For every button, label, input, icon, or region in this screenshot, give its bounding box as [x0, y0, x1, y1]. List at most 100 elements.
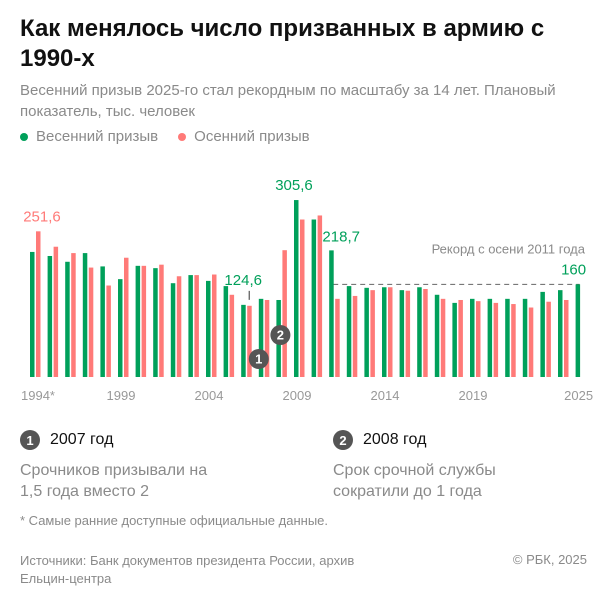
autumn-bar — [229, 294, 235, 377]
autumn-bar — [458, 299, 463, 377]
x-tick-label: 2009 — [283, 388, 312, 403]
spring-bar — [470, 298, 475, 377]
autumn-bar — [36, 231, 41, 377]
autumn-bar — [53, 246, 59, 377]
autumn-bar — [423, 288, 428, 377]
autumn-bar — [440, 298, 446, 377]
autumn-bar — [247, 305, 252, 377]
spring-bar — [540, 291, 545, 377]
spring-bar — [135, 265, 141, 377]
autumn-bar — [476, 301, 481, 377]
spring-bar — [241, 304, 246, 377]
copyright: © РБК, 2025 — [512, 552, 587, 567]
autumn-bar — [124, 257, 129, 377]
spring-bar — [522, 298, 528, 377]
spring-bar — [452, 302, 457, 377]
footnote: * Самые ранние доступные официальные дан… — [20, 513, 329, 528]
autumn-bar — [71, 253, 76, 377]
data-label: 160 — [561, 261, 586, 278]
data-label: 251,6 — [23, 208, 61, 225]
autumn-bar — [370, 290, 375, 377]
autumn-bar — [388, 287, 393, 377]
autumn-bar — [88, 267, 94, 377]
spring-bar — [311, 219, 317, 377]
x-tick-label: 2014 — [371, 388, 400, 403]
bar-chart: Рекорд с осени 2011 года 251,6 124,6 305,6 2… — [21, 177, 593, 403]
note-text: Срочников призывали на 1,5 года вместо 2 — [20, 462, 208, 500]
marker-2-icon — [270, 325, 291, 345]
spring-bar — [100, 266, 105, 377]
autumn-bar — [405, 290, 411, 377]
autumn-bar — [300, 219, 305, 377]
legend-autumn: Осенний призыв — [178, 128, 310, 145]
spring-bar — [65, 261, 70, 377]
reference-label: Рекорд с осени 2011 года — [432, 241, 586, 256]
spring-bar — [329, 250, 334, 377]
marker-label: 1 — [255, 352, 262, 367]
autumn-bar — [546, 301, 551, 377]
x-tick-label: 1999 — [107, 388, 136, 403]
autumn-bar — [511, 304, 516, 377]
legend-spring-label: Весенний призыв — [36, 128, 159, 145]
data-label: 124,6 — [224, 272, 262, 289]
spring-bar — [206, 280, 211, 377]
marker-label: 2 — [277, 328, 284, 343]
data-label: 218,7 — [322, 228, 360, 245]
spring-bar — [346, 286, 352, 377]
spring-bar — [30, 251, 35, 377]
autumn-bar — [159, 264, 164, 377]
page-title: Как менялось число призванных в армию с … — [20, 15, 545, 72]
spring-bar — [558, 290, 563, 377]
autumn-bar — [141, 265, 147, 377]
marker-1-icon — [248, 349, 269, 369]
autumn-bar — [564, 299, 569, 377]
spring-bar — [47, 255, 53, 377]
data-label: 305,6 — [275, 177, 313, 194]
spring-bar — [258, 298, 264, 377]
autumn-bar — [282, 250, 287, 377]
note-1: 1 2007 год Срочников призывали на 1,5 год… — [20, 430, 310, 502]
sources: Источники: Банк документов президента Ро… — [20, 553, 355, 586]
spring-bar — [82, 253, 88, 377]
autumn-bar — [352, 295, 358, 377]
spring-bar — [434, 294, 440, 377]
spring-bar — [487, 298, 493, 377]
autumn-bar — [194, 275, 199, 377]
autumn-bar — [335, 298, 340, 377]
legend: Весенний призыв Осенний призыв — [20, 128, 310, 145]
spring-bar — [170, 283, 176, 377]
note-heading: 2007 год — [50, 431, 114, 448]
legend-autumn-label: Осенний призыв — [194, 128, 310, 145]
spring-bar — [294, 200, 299, 377]
spring-bar — [118, 279, 123, 377]
autumn-bar — [317, 215, 323, 377]
spring-bar — [382, 287, 387, 377]
x-tick-label: 1994* — [21, 388, 55, 403]
autumn-bar — [212, 274, 217, 377]
spring-bar — [417, 287, 422, 377]
note-2: 2 2008 год Срок срочной службы сократили … — [333, 430, 593, 502]
x-tick-label: 2004 — [195, 388, 224, 403]
spring-bar — [364, 287, 369, 377]
spring-bar — [153, 268, 158, 377]
spring-bar — [505, 298, 510, 377]
subtitle: Весенний призыв 2025-го стал рекордным п… — [20, 82, 556, 120]
legend-spring: Весенний призыв — [20, 128, 158, 145]
x-tick-label: 2025 — [564, 388, 593, 403]
note-heading: 2008 год — [363, 431, 427, 448]
note-text: Срок срочной службы сократили до 1 года — [333, 462, 496, 500]
autumn-bar — [493, 302, 499, 377]
x-tick-label: 2019 — [459, 388, 488, 403]
autumn-dot-icon — [178, 132, 187, 141]
note-number-1: 1 — [20, 430, 40, 450]
note-number-2: 2 — [333, 430, 353, 450]
spring-bar — [188, 275, 193, 377]
autumn-bar — [528, 307, 534, 377]
spring-bar — [223, 286, 229, 377]
autumn-bar — [176, 276, 182, 377]
spring-dot-icon — [20, 132, 28, 141]
spring-bar — [575, 284, 581, 377]
autumn-bar — [106, 285, 111, 377]
autumn-bar — [264, 299, 270, 377]
